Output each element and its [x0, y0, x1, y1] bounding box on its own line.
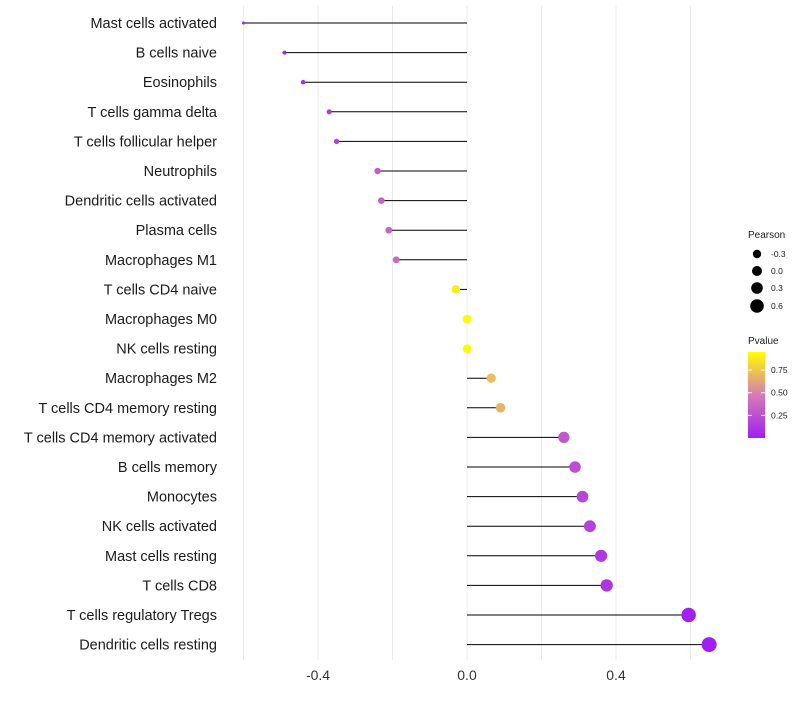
colorbar	[748, 352, 765, 438]
lollipop-point	[569, 461, 581, 473]
category-label: Monocytes	[147, 490, 217, 506]
colorbar-label: 0.75	[771, 365, 788, 375]
size-legend-key	[751, 282, 763, 294]
category-label: NK cells resting	[116, 342, 217, 358]
color-legend-title: Pvalue	[748, 336, 779, 347]
size-legend: Pearson -0.3 0.0 0.3 0.6	[748, 230, 786, 313]
category-label: Macrophages M2	[105, 371, 217, 387]
lollipop-point	[462, 344, 472, 353]
category-label: Eosinophils	[143, 75, 217, 91]
size-legend-label: 0.3	[771, 283, 783, 293]
category-label: NK cells activated	[102, 519, 217, 535]
colorbar-label: 0.25	[771, 410, 788, 420]
size-legend-key	[752, 266, 762, 276]
category-label: B cells memory	[118, 460, 218, 476]
lollipop-point	[385, 226, 393, 234]
category-label: T cells gamma delta	[88, 105, 218, 121]
category-label: Macrophages M0	[105, 312, 217, 328]
lollipop-point	[681, 607, 696, 623]
category-label: T cells regulatory Tregs	[67, 608, 217, 624]
size-legend-key	[752, 249, 762, 259]
lollipop-point	[451, 285, 461, 294]
colorbar-label: 0.50	[771, 388, 788, 398]
x-tick-label: -0.4	[306, 667, 330, 683]
lollipop-point	[594, 549, 608, 562]
size-legend-label: 0.0	[771, 266, 783, 276]
category-label: T cells CD4 memory activated	[24, 430, 217, 446]
size-legend-key	[750, 299, 764, 313]
x-axis-ticks: -0.4 0.0 0.4	[306, 667, 626, 683]
size-legend-title: Pearson	[748, 230, 785, 241]
point-layer	[242, 21, 717, 653]
lollipop-point	[378, 197, 385, 204]
x-tick-label: 0.0	[457, 667, 477, 683]
category-label: T cells CD4 memory resting	[38, 401, 217, 417]
lollipop-point	[326, 109, 332, 115]
lollipop-point	[333, 138, 340, 145]
category-label: Dendritic cells activated	[65, 194, 217, 210]
category-label: B cells naive	[136, 46, 217, 62]
category-label: T cells follicular helper	[74, 134, 217, 150]
category-label: Mast cells resting	[105, 549, 217, 565]
stem-layer	[243, 22, 710, 646]
lollipop-point	[701, 637, 717, 653]
category-label: Neutrophils	[144, 164, 217, 180]
x-tick-label: 0.4	[606, 667, 626, 683]
lollipop-point	[242, 21, 245, 25]
category-label: T cells CD8	[142, 578, 217, 594]
lollipop-point	[495, 402, 506, 413]
lollipop-point	[600, 579, 613, 592]
category-label: Plasma cells	[136, 223, 217, 239]
grid-layer	[243, 6, 691, 660]
color-legend: Pvalue 0.25 0.50 0.75	[748, 336, 788, 438]
category-labels: Mast cells activated B cells naive Eosinop…	[24, 16, 218, 654]
size-legend-label: -0.3	[771, 249, 786, 259]
lollipop-point	[558, 431, 570, 444]
category-label: Mast cells activated	[90, 16, 217, 32]
size-legend-label: 0.6	[771, 301, 783, 311]
category-label: Macrophages M1	[105, 253, 217, 269]
lollipop-point	[462, 314, 472, 324]
lollipop-point	[583, 520, 596, 533]
category-label: T cells CD4 naive	[104, 282, 217, 298]
lollipop-point	[392, 256, 400, 264]
lollipop-point	[486, 373, 496, 383]
lollipop-point	[576, 490, 589, 503]
category-label: Dendritic cells resting	[79, 638, 217, 654]
lollipop-point	[374, 167, 381, 175]
lollipop-point	[282, 50, 287, 55]
lollipop-point	[300, 79, 306, 85]
